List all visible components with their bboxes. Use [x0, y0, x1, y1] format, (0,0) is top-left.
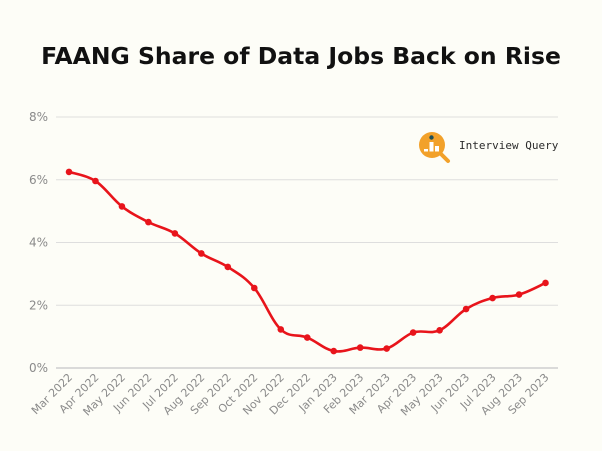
- data-point: [277, 326, 285, 333]
- y-tick-label: 4%: [29, 236, 48, 250]
- interview-query-logo-icon: [419, 132, 450, 163]
- data-point: [462, 305, 470, 313]
- data-point: [303, 334, 311, 341]
- series-line: [67, 170, 547, 353]
- data-point: [198, 250, 205, 257]
- data-point: [118, 203, 126, 210]
- data-point: [330, 347, 338, 355]
- data-point: [409, 329, 417, 336]
- chart-title: FAANG Share of Data Jobs Back on Rise: [41, 42, 561, 70]
- gridlines: [56, 116, 558, 369]
- data-point: [251, 284, 258, 292]
- data-point: [515, 291, 523, 298]
- y-tick-label: 6%: [29, 173, 48, 187]
- data-point: [542, 279, 549, 287]
- data-point: [356, 344, 364, 351]
- data-point: [171, 230, 179, 237]
- data-point: [145, 218, 152, 226]
- y-axis-ticks: 0% 2% 4% 6% 8%: [29, 110, 48, 375]
- data-point: [65, 168, 73, 176]
- brand-name: Interview Query: [459, 139, 559, 152]
- data-point: [436, 327, 443, 334]
- data-point: [224, 263, 232, 271]
- data-point: [383, 345, 390, 352]
- y-tick-label: 2%: [29, 298, 48, 312]
- data-point: [92, 177, 99, 185]
- y-tick-label: 8%: [29, 110, 48, 124]
- data-points: [65, 168, 549, 355]
- data-point: [489, 294, 496, 302]
- y-tick-label: 0%: [29, 361, 48, 375]
